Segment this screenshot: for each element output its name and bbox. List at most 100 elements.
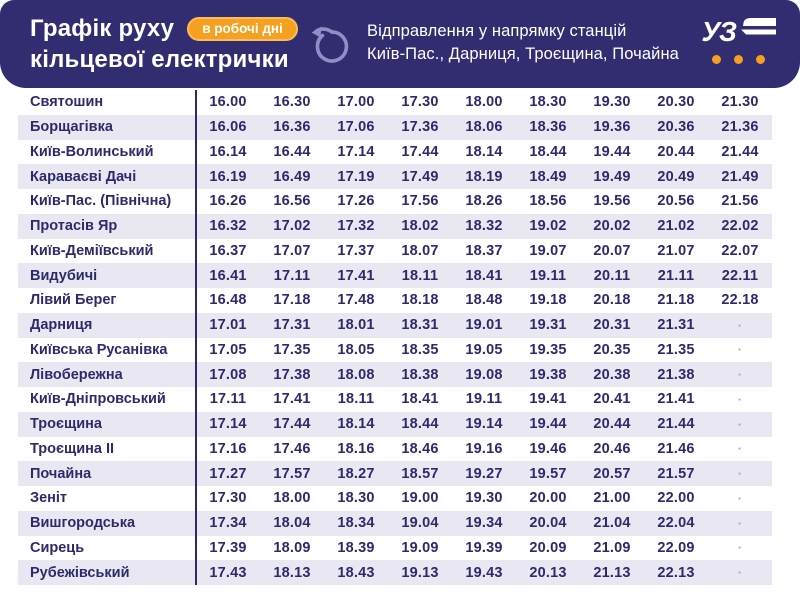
departure-time: 19.57 bbox=[529, 465, 567, 482]
departure-time: 17.41 bbox=[337, 267, 375, 284]
table-row: Дарниця 17.01 17.31 18.01 18.31 19.01 19.31 20.… bbox=[18, 312, 772, 338]
station-name: Троєщина bbox=[30, 416, 102, 433]
table-row: Троєщина II 17.16 17.46 18.16 18.46 19.16 19.4… bbox=[18, 437, 772, 462]
station-name: Рубежівський bbox=[30, 564, 130, 581]
title-block: Графік руху в робочі дні кільцевої елект… bbox=[30, 13, 298, 75]
departure-time: 18.11 bbox=[337, 391, 375, 408]
departure-time: 20.35 bbox=[593, 341, 631, 358]
station-name: Київська Русанівка bbox=[30, 341, 168, 358]
departure-time: 22.18 bbox=[721, 292, 759, 309]
departure-time: 21.44 bbox=[657, 416, 695, 433]
departure-time: 20.18 bbox=[593, 292, 631, 309]
station-name: Святошин bbox=[30, 94, 104, 111]
departure-time: 18.09 bbox=[273, 539, 311, 556]
departure-time: 21.36 bbox=[721, 119, 759, 136]
departure-time: 18.30 bbox=[337, 490, 375, 507]
departure-time: 20.56 bbox=[657, 193, 695, 210]
departure-time: 19.01 bbox=[465, 317, 503, 334]
departure-time: 18.35 bbox=[401, 341, 439, 358]
table-row: Київська Русанівка 17.05 17.35 18.05 18.35 19… bbox=[18, 338, 772, 363]
departure-time: 20.41 bbox=[593, 391, 631, 408]
logo-dots bbox=[701, 55, 776, 64]
departure-time: 16.37 bbox=[209, 242, 247, 259]
departure-time: 16.06 bbox=[209, 119, 247, 136]
departure-time: 21.13 bbox=[593, 564, 631, 581]
logo-dot bbox=[734, 55, 744, 64]
no-service-dot: · bbox=[737, 317, 743, 333]
station-name: Київ-Дніпровський bbox=[30, 391, 166, 408]
departure-time: 16.26 bbox=[209, 193, 247, 210]
departure-time: 17.41 bbox=[273, 391, 311, 408]
departure-time: 18.08 bbox=[337, 366, 375, 383]
departure-time: 18.27 bbox=[337, 465, 375, 482]
departure-time: 19.49 bbox=[593, 168, 631, 185]
departure-time: 21.18 bbox=[657, 292, 695, 309]
direction-block: Відправлення у напрямку станцій Київ-Пас… bbox=[306, 20, 679, 66]
departure-time: 17.35 bbox=[273, 341, 311, 358]
departure-time: 17.18 bbox=[273, 292, 311, 309]
table-row: Зеніт 17.30 18.00 18.30 19.00 19.30 20.00 21.00… bbox=[18, 486, 772, 511]
departure-time: 18.44 bbox=[401, 416, 439, 433]
departure-time: 19.11 bbox=[529, 267, 567, 284]
departure-time: 21.35 bbox=[657, 341, 695, 358]
departure-time: 17.08 bbox=[209, 366, 247, 383]
departure-time: 21.46 bbox=[657, 440, 695, 457]
departure-time: 18.34 bbox=[337, 515, 375, 532]
departure-time: 18.14 bbox=[465, 143, 503, 160]
departure-time: 19.39 bbox=[465, 539, 503, 556]
departure-time: 21.04 bbox=[593, 515, 631, 532]
departure-time: 19.34 bbox=[465, 515, 503, 532]
departure-time: 21.11 bbox=[657, 267, 695, 284]
departure-time: 16.36 bbox=[273, 119, 311, 136]
departure-time: 21.09 bbox=[593, 539, 631, 556]
departure-time: 19.56 bbox=[593, 193, 631, 210]
departure-time: 18.00 bbox=[273, 490, 311, 507]
station-name: Київ-Пас. (Північна) bbox=[30, 193, 172, 210]
departure-time: 21.30 bbox=[721, 94, 759, 111]
departure-time: 19.05 bbox=[465, 341, 503, 358]
departure-time: 16.30 bbox=[273, 94, 311, 111]
departure-time: 18.36 bbox=[529, 119, 567, 136]
departure-time: 17.14 bbox=[209, 416, 247, 433]
departure-time: 20.38 bbox=[593, 366, 631, 383]
departure-time: 17.38 bbox=[273, 366, 311, 383]
departure-time: 18.48 bbox=[465, 292, 503, 309]
departure-time: 21.49 bbox=[721, 168, 759, 185]
departure-time: 19.00 bbox=[401, 490, 439, 507]
table-row: Протасів Яр 16.32 17.02 17.32 18.02 18.32 19.0… bbox=[18, 213, 772, 239]
departure-time: 19.02 bbox=[529, 218, 567, 235]
timetable: Святошин 16.00 16.30 17.00 17.30 18.00 18.30 19… bbox=[18, 90, 772, 585]
departure-time: 17.39 bbox=[209, 539, 247, 556]
departure-time: 17.14 bbox=[337, 143, 375, 160]
departure-time: 20.13 bbox=[529, 564, 567, 581]
no-service-dot: · bbox=[737, 367, 743, 383]
departure-time: 17.46 bbox=[273, 440, 311, 457]
station-name: Сирець bbox=[30, 539, 85, 556]
departure-time: 17.26 bbox=[337, 193, 375, 210]
departure-time: 18.18 bbox=[401, 292, 439, 309]
page-title-line1: Графік руху bbox=[30, 15, 175, 42]
departure-time: 18.43 bbox=[337, 564, 375, 581]
departure-time: 16.56 bbox=[273, 193, 311, 210]
departure-time: 19.08 bbox=[465, 366, 503, 383]
departure-time: 17.05 bbox=[209, 341, 247, 358]
departure-time: 20.36 bbox=[657, 119, 695, 136]
departure-time: 20.00 bbox=[529, 490, 567, 507]
departure-time: 17.44 bbox=[273, 416, 311, 433]
departure-time: 20.31 bbox=[593, 317, 631, 334]
station-name: Вишгородська bbox=[30, 515, 136, 532]
departure-time: 17.49 bbox=[401, 168, 439, 185]
departure-time: 19.18 bbox=[529, 292, 567, 309]
column-divider bbox=[195, 90, 197, 585]
departure-time: 17.11 bbox=[209, 391, 247, 408]
no-service-dot: · bbox=[737, 515, 743, 531]
station-name: Борщагівка bbox=[30, 119, 113, 136]
station-name: Видубичі bbox=[30, 267, 98, 284]
departure-time: 17.01 bbox=[209, 317, 247, 334]
table-row: Сирець 17.39 18.09 18.39 19.09 19.39 20.09 21.0… bbox=[18, 536, 772, 561]
departure-time: 17.30 bbox=[401, 94, 439, 111]
departure-time: 18.31 bbox=[401, 317, 439, 334]
departure-time: 17.32 bbox=[337, 218, 375, 235]
uz-logo-text: УЗ bbox=[701, 15, 737, 47]
departure-time: 18.56 bbox=[529, 193, 567, 210]
